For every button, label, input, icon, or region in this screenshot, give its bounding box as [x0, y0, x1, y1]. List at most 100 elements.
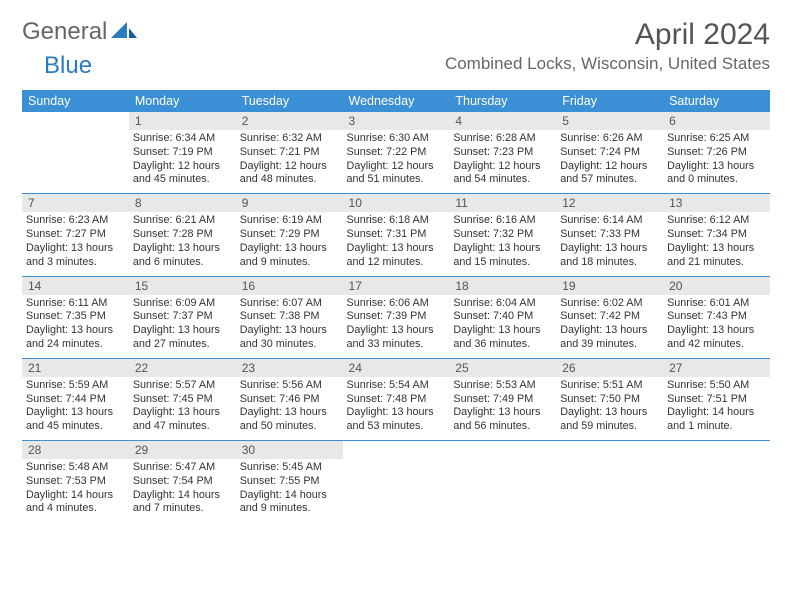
- day-number: 21: [22, 359, 129, 377]
- daynum-cell: 25: [449, 358, 556, 377]
- detail-line: and 30 minutes.: [240, 338, 339, 352]
- detail-line: and 48 minutes.: [240, 173, 339, 187]
- day-cell: Sunrise: 6:25 AMSunset: 7:26 PMDaylight:…: [663, 130, 770, 194]
- day-number: 1: [129, 112, 236, 130]
- detail-line: Daylight: 13 hours: [667, 160, 766, 174]
- detail-line: Sunrise: 6:32 AM: [240, 132, 339, 146]
- detail-line: and 53 minutes.: [347, 420, 446, 434]
- day-cell: Sunrise: 6:06 AMSunset: 7:39 PMDaylight:…: [343, 295, 450, 359]
- daynum-cell: 16: [236, 276, 343, 295]
- daynum-cell: 8: [129, 194, 236, 213]
- daynum-cell: 28: [22, 441, 129, 460]
- detail-line: Sunset: 7:35 PM: [26, 310, 125, 324]
- detail-line: Sunset: 7:21 PM: [240, 146, 339, 160]
- day-number: 23: [236, 359, 343, 377]
- day-cell: Sunrise: 6:23 AMSunset: 7:27 PMDaylight:…: [22, 212, 129, 276]
- daynum-cell: 26: [556, 358, 663, 377]
- detail-line: and 9 minutes.: [240, 256, 339, 270]
- day-number: 6: [663, 112, 770, 130]
- detail-line: and 45 minutes.: [133, 173, 232, 187]
- detail-line: Sunset: 7:37 PM: [133, 310, 232, 324]
- day-detail: Sunrise: 6:26 AMSunset: 7:24 PMDaylight:…: [556, 130, 663, 193]
- detail-line: Sunrise: 6:30 AM: [347, 132, 446, 146]
- day-cell: Sunrise: 5:48 AMSunset: 7:53 PMDaylight:…: [22, 459, 129, 522]
- day-detail: Sunrise: 6:25 AMSunset: 7:26 PMDaylight:…: [663, 130, 770, 193]
- day-detail: Sunrise: 6:28 AMSunset: 7:23 PMDaylight:…: [449, 130, 556, 193]
- detail-line: Daylight: 12 hours: [560, 160, 659, 174]
- daynum-row: 78910111213: [22, 194, 770, 213]
- week-row: Sunrise: 6:23 AMSunset: 7:27 PMDaylight:…: [22, 212, 770, 276]
- week-row: Sunrise: 6:34 AMSunset: 7:19 PMDaylight:…: [22, 130, 770, 194]
- day-detail: Sunrise: 6:19 AMSunset: 7:29 PMDaylight:…: [236, 212, 343, 275]
- detail-line: and 6 minutes.: [133, 256, 232, 270]
- day-header: Thursday: [449, 90, 556, 112]
- daynum-cell: 24: [343, 358, 450, 377]
- day-number: 14: [22, 277, 129, 295]
- detail-line: Sunset: 7:42 PM: [560, 310, 659, 324]
- day-header: Wednesday: [343, 90, 450, 112]
- detail-line: Daylight: 13 hours: [240, 324, 339, 338]
- detail-line: Sunset: 7:32 PM: [453, 228, 552, 242]
- day-cell: Sunrise: 6:01 AMSunset: 7:43 PMDaylight:…: [663, 295, 770, 359]
- day-number: 7: [22, 194, 129, 212]
- brand-part1: General: [22, 18, 107, 46]
- day-cell: Sunrise: 6:32 AMSunset: 7:21 PMDaylight:…: [236, 130, 343, 194]
- day-number: 25: [449, 359, 556, 377]
- day-cell: Sunrise: 5:51 AMSunset: 7:50 PMDaylight:…: [556, 377, 663, 441]
- detail-line: Daylight: 13 hours: [26, 242, 125, 256]
- detail-line: Sunrise: 5:48 AM: [26, 461, 125, 475]
- detail-line: Sunset: 7:54 PM: [133, 475, 232, 489]
- day-number: 19: [556, 277, 663, 295]
- detail-line: Daylight: 12 hours: [347, 160, 446, 174]
- detail-line: Sunrise: 6:12 AM: [667, 214, 766, 228]
- week-row: Sunrise: 5:48 AMSunset: 7:53 PMDaylight:…: [22, 459, 770, 522]
- day-header: Saturday: [663, 90, 770, 112]
- detail-line: Sunrise: 6:11 AM: [26, 297, 125, 311]
- detail-line: Sunset: 7:38 PM: [240, 310, 339, 324]
- day-detail: Sunrise: 6:02 AMSunset: 7:42 PMDaylight:…: [556, 295, 663, 358]
- detail-line: Sunrise: 6:14 AM: [560, 214, 659, 228]
- detail-line: Daylight: 13 hours: [26, 324, 125, 338]
- detail-line: Sunrise: 5:50 AM: [667, 379, 766, 393]
- detail-line: Sunrise: 6:01 AM: [667, 297, 766, 311]
- day-number: 18: [449, 277, 556, 295]
- day-cell: Sunrise: 6:07 AMSunset: 7:38 PMDaylight:…: [236, 295, 343, 359]
- detail-line: Daylight: 13 hours: [133, 406, 232, 420]
- daynum-row: 21222324252627: [22, 358, 770, 377]
- day-cell: Sunrise: 6:30 AMSunset: 7:22 PMDaylight:…: [343, 130, 450, 194]
- title-block: April 2024 Combined Locks, Wisconsin, Un…: [445, 18, 770, 74]
- detail-line: and 27 minutes.: [133, 338, 232, 352]
- detail-line: Sunset: 7:24 PM: [560, 146, 659, 160]
- detail-line: and 18 minutes.: [560, 256, 659, 270]
- day-detail: [22, 130, 129, 138]
- day-detail: [343, 459, 450, 467]
- detail-line: Sunset: 7:19 PM: [133, 146, 232, 160]
- day-cell: Sunrise: 5:50 AMSunset: 7:51 PMDaylight:…: [663, 377, 770, 441]
- daynum-cell: [22, 112, 129, 130]
- detail-line: Sunrise: 6:19 AM: [240, 214, 339, 228]
- day-number: 8: [129, 194, 236, 212]
- detail-line: Sunset: 7:49 PM: [453, 393, 552, 407]
- daynum-cell: 1: [129, 112, 236, 130]
- day-cell: Sunrise: 6:21 AMSunset: 7:28 PMDaylight:…: [129, 212, 236, 276]
- detail-line: Sunset: 7:31 PM: [347, 228, 446, 242]
- daynum-cell: [556, 441, 663, 460]
- day-number: 30: [236, 441, 343, 459]
- daynum-cell: 15: [129, 276, 236, 295]
- day-detail: Sunrise: 6:23 AMSunset: 7:27 PMDaylight:…: [22, 212, 129, 275]
- detail-line: and 24 minutes.: [26, 338, 125, 352]
- daynum-cell: 20: [663, 276, 770, 295]
- brand-sail-icon: [111, 20, 137, 40]
- detail-line: Sunrise: 6:26 AM: [560, 132, 659, 146]
- daynum-cell: 29: [129, 441, 236, 460]
- detail-line: Daylight: 13 hours: [453, 324, 552, 338]
- day-cell: Sunrise: 6:12 AMSunset: 7:34 PMDaylight:…: [663, 212, 770, 276]
- daynum-row: 14151617181920: [22, 276, 770, 295]
- detail-line: Sunrise: 6:23 AM: [26, 214, 125, 228]
- detail-line: and 1 minute.: [667, 420, 766, 434]
- day-number: 5: [556, 112, 663, 130]
- day-cell: Sunrise: 6:28 AMSunset: 7:23 PMDaylight:…: [449, 130, 556, 194]
- daynum-cell: [663, 441, 770, 460]
- day-detail: Sunrise: 5:45 AMSunset: 7:55 PMDaylight:…: [236, 459, 343, 522]
- day-header: Sunday: [22, 90, 129, 112]
